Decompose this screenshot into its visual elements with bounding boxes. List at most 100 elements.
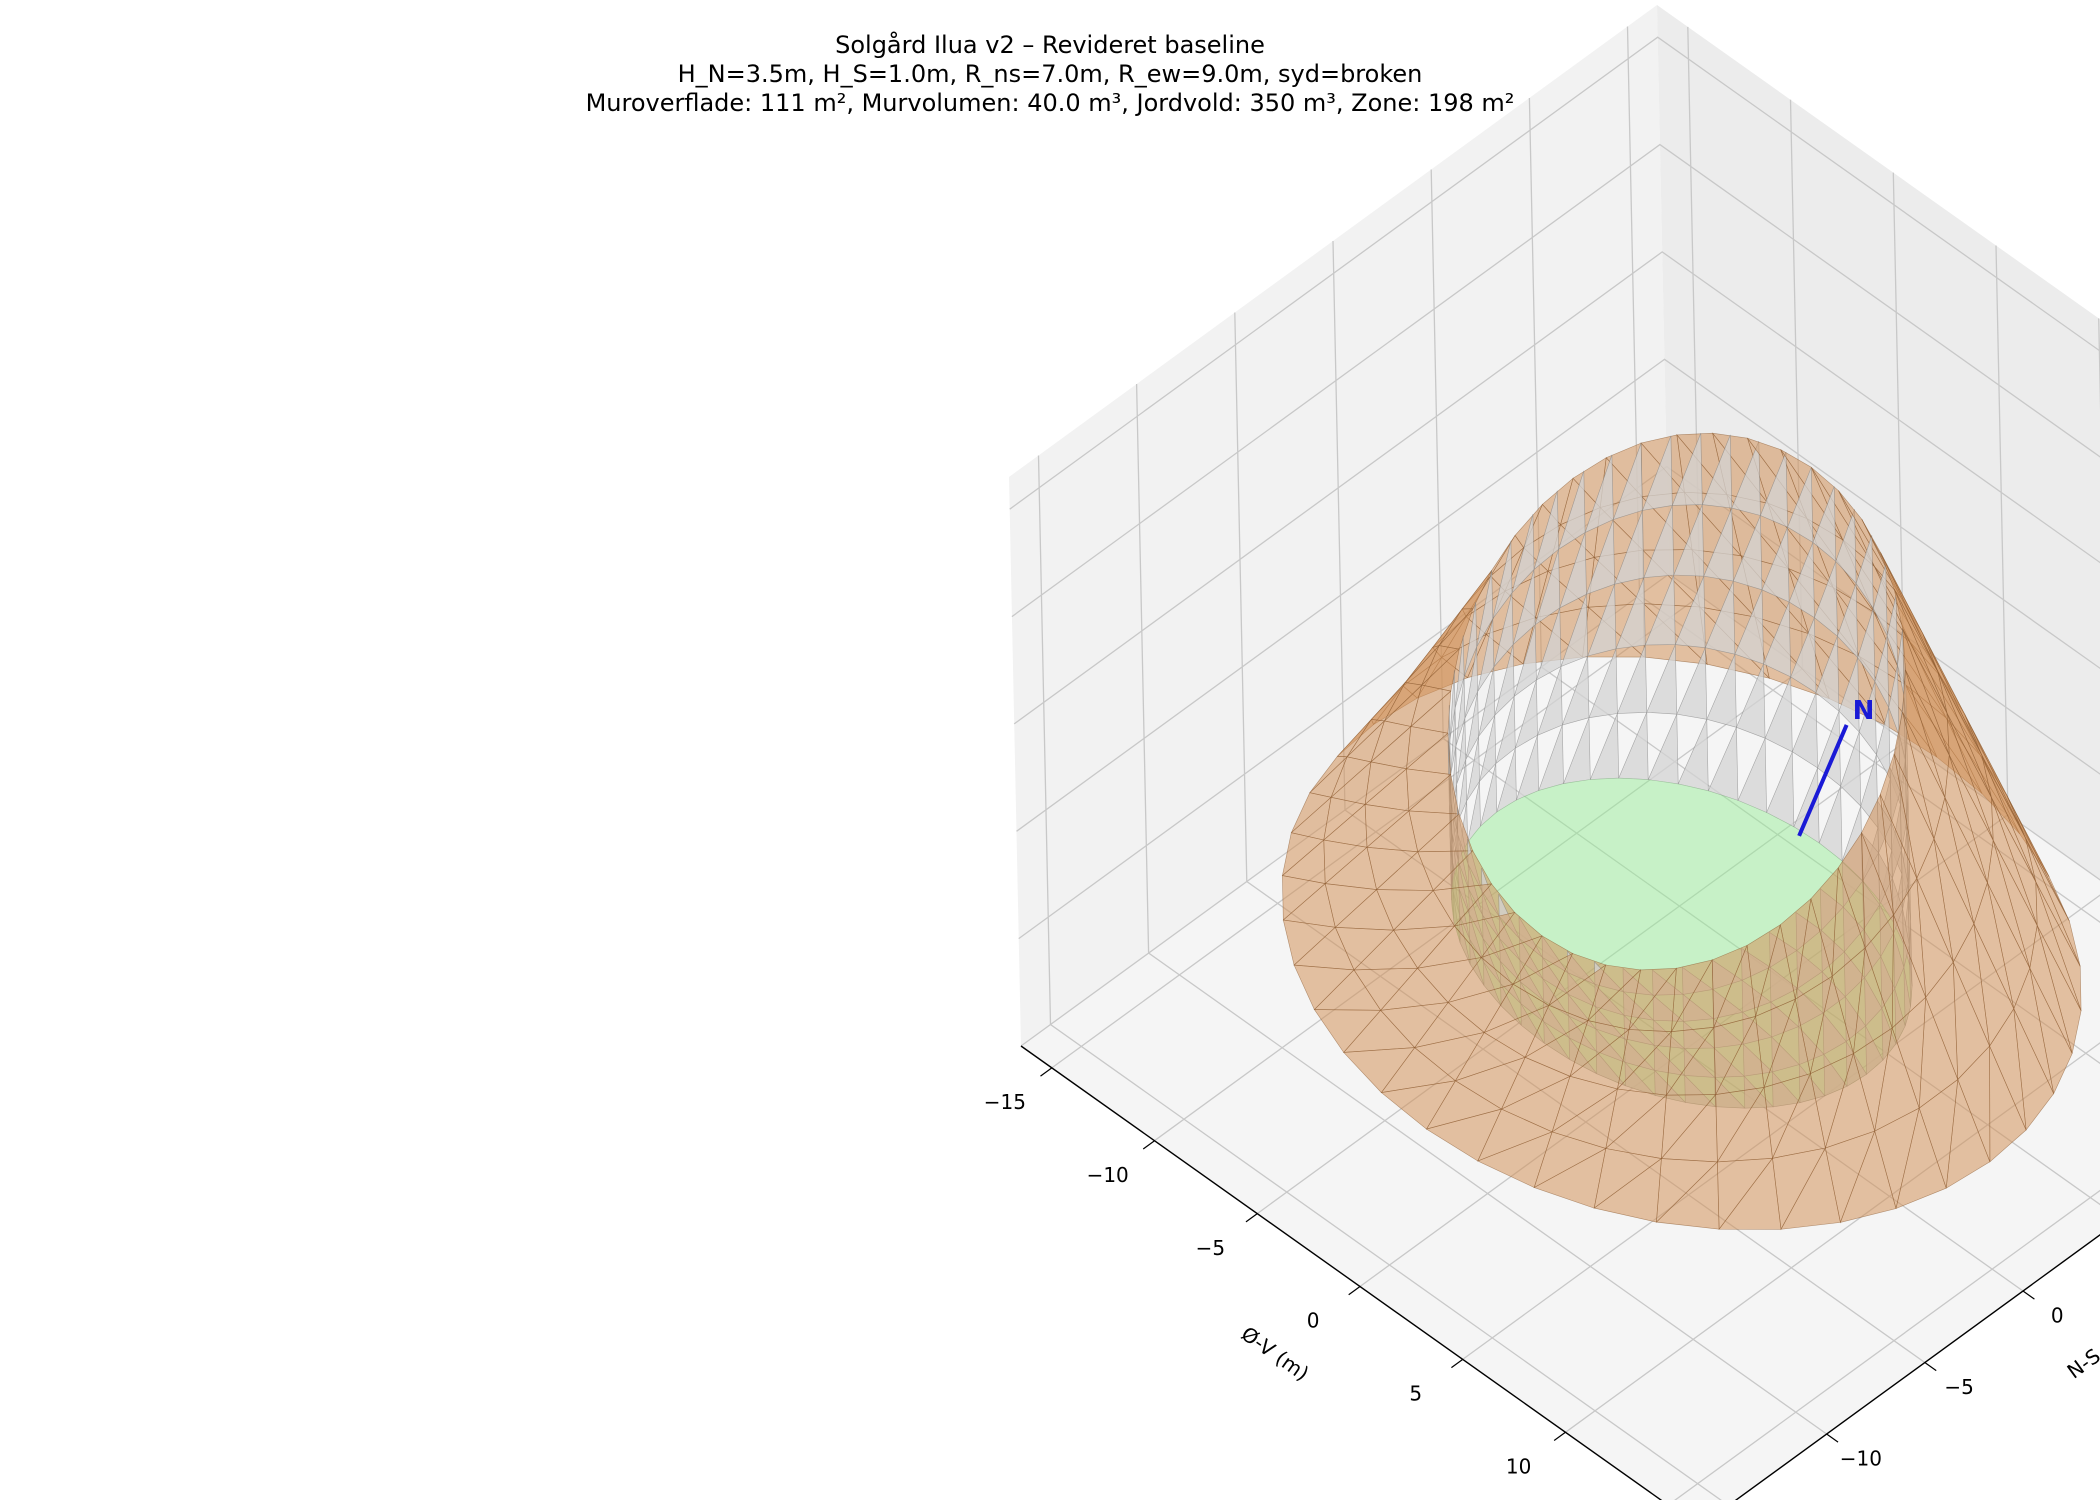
wall-face xyxy=(1478,715,1497,783)
y-tick-label-1: −10 xyxy=(1840,1446,1882,1470)
x-tick-2 xyxy=(1245,1213,1258,1223)
wall-face xyxy=(1897,628,1905,696)
wall-face xyxy=(1449,670,1456,741)
x-tick-4 xyxy=(1451,1358,1464,1369)
wall-face xyxy=(1457,759,1468,823)
wall-face xyxy=(1538,724,1564,791)
wall-face xyxy=(1766,751,1795,828)
wall-face xyxy=(1513,624,1537,698)
chart-subtitle-2: Muroverflade: 111 m², Murvolumen: 40.0 m… xyxy=(586,89,1515,117)
wall-face xyxy=(1788,542,1815,619)
wall-face xyxy=(1732,515,1763,591)
y-tick-label-2: −5 xyxy=(1944,1375,1973,1399)
wall-face xyxy=(1812,486,1837,562)
wall-face xyxy=(1456,718,1467,785)
wall-face xyxy=(1533,490,1559,571)
y-axis-label: N-S (m) xyxy=(2063,1319,2100,1383)
x-tick-label-2: −5 xyxy=(1196,1236,1225,1260)
wall-face xyxy=(1496,748,1517,813)
x-tick-5 xyxy=(1553,1431,1566,1441)
berm-face xyxy=(1655,1161,1720,1230)
wall-face xyxy=(1478,666,1496,737)
chart-title-block: Solgård Ilua v2 – Revideret baseline H_N… xyxy=(586,30,1515,117)
grid-x-5 xyxy=(1565,1042,2100,1433)
wall-face xyxy=(1495,696,1516,765)
wall-face xyxy=(1643,505,1675,579)
grid-z-3 xyxy=(1013,251,2100,725)
wall-face xyxy=(1787,467,1814,543)
wall-face xyxy=(1818,785,1843,862)
wall-face xyxy=(1560,594,1589,668)
wall-face xyxy=(1646,644,1678,715)
wall-face xyxy=(1493,592,1514,668)
wall-face xyxy=(1644,574,1676,646)
x-tick-label-3: 0 xyxy=(1307,1309,1320,1333)
wall-face xyxy=(1886,595,1898,666)
berm-face xyxy=(1895,1107,1947,1209)
pane-right xyxy=(1657,5,2100,880)
north-label: N xyxy=(1853,696,1875,726)
tick-labels: −15−10−5051015−15−10−5051015−101234 xyxy=(984,1067,2064,1478)
wall-face xyxy=(1584,454,1614,534)
wall-face xyxy=(1855,535,1874,610)
wall-face xyxy=(1467,781,1481,843)
wall-face xyxy=(1791,692,1818,769)
wall-face xyxy=(1454,635,1465,709)
x-tick-label-0: −15 xyxy=(984,1090,1026,1114)
berm-face xyxy=(1593,1157,1662,1223)
wall-face xyxy=(1618,712,1649,780)
wall-face xyxy=(1731,441,1761,516)
wall-face xyxy=(1677,719,1709,792)
wall-face xyxy=(1736,663,1766,739)
wall-face xyxy=(1476,570,1494,648)
wall-face xyxy=(1450,708,1457,775)
grid-x-6 xyxy=(1674,1189,2100,1500)
wall-face xyxy=(1704,580,1736,655)
wall-face xyxy=(1701,434,1733,509)
grid-z-5 xyxy=(1009,36,2100,510)
wall-face xyxy=(1876,707,1891,780)
wall-face xyxy=(1612,442,1643,520)
wall-face xyxy=(1703,507,1734,582)
wall-face xyxy=(1857,608,1876,683)
grid-z-4 xyxy=(1011,143,2100,618)
wall-face xyxy=(1464,646,1478,719)
wall-face xyxy=(1614,510,1645,585)
berm-face xyxy=(1780,1147,1841,1230)
wall-face xyxy=(1676,647,1708,720)
grid-z-2 xyxy=(1016,358,2100,832)
wall-face xyxy=(1514,679,1538,749)
y-tick-1 xyxy=(1826,1433,1839,1443)
wall-face xyxy=(1558,470,1586,550)
wall-face xyxy=(1515,735,1540,801)
wall-face xyxy=(1815,636,1840,712)
wall-face xyxy=(1616,644,1648,714)
wall-face xyxy=(1858,681,1877,756)
wall-face xyxy=(1707,727,1739,801)
wall-face xyxy=(1463,602,1478,678)
wall-face xyxy=(1790,617,1817,694)
x-tick-0 xyxy=(1040,1067,1053,1077)
wall-face xyxy=(1642,435,1673,511)
wall-face xyxy=(1587,584,1617,657)
berm-face xyxy=(1718,1157,1782,1230)
wall-face xyxy=(1874,635,1889,708)
wall-face xyxy=(1477,618,1495,692)
wall-face xyxy=(1814,561,1838,637)
y-tick-3 xyxy=(2022,1290,2035,1300)
x-tick-label-5: 10 xyxy=(1506,1454,1531,1478)
x-tick-label-4: 5 xyxy=(1409,1382,1422,1406)
wall-face xyxy=(1838,657,1860,733)
wall-face xyxy=(1671,432,1703,506)
wall-face xyxy=(1465,691,1479,760)
wall-face xyxy=(1492,540,1513,619)
wall-face xyxy=(1512,569,1536,646)
wall-face xyxy=(1793,767,1820,844)
wall-face xyxy=(1535,607,1562,681)
wall-face xyxy=(1588,648,1618,719)
wall-face xyxy=(1837,583,1859,659)
x-tick-1 xyxy=(1142,1140,1155,1150)
wall-face xyxy=(1511,514,1535,594)
x-tick-label-1: −10 xyxy=(1087,1163,1129,1187)
